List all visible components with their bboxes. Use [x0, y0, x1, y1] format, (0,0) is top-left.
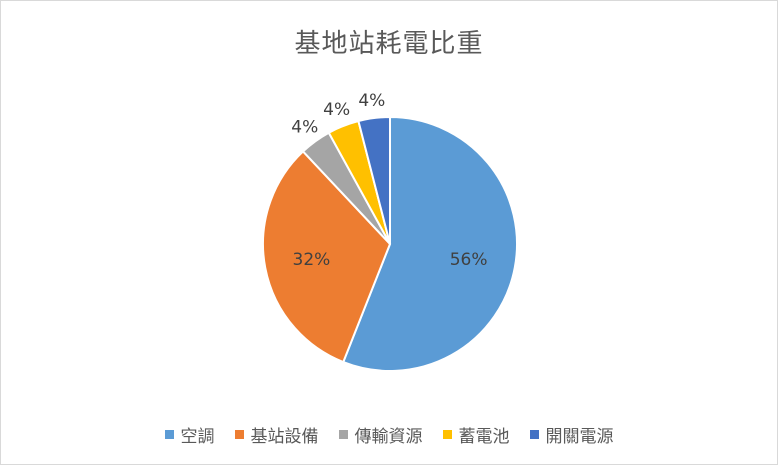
data-label-4: 4%: [323, 100, 350, 120]
legend-item-3: 傳輸資源: [338, 422, 423, 447]
data-label-2: 32%: [293, 250, 331, 270]
data-label-3: 4%: [291, 118, 318, 138]
legend-swatch-3: [338, 430, 348, 439]
legend-swatch-5: [529, 430, 539, 439]
legend-label-4: 蓄電池: [458, 427, 510, 447]
chart-title: 基地站耗電比重: [294, 29, 484, 59]
legend-swatch-4: [442, 430, 452, 439]
legend-label-5: 開關電源: [545, 427, 614, 447]
legend-item-5: 開關電源: [529, 422, 614, 447]
pie-slice-2: [262, 150, 392, 364]
pie-slice-1: [341, 115, 518, 372]
legend-item-4: 蓄電池: [442, 422, 510, 447]
legend: 空調 基站設備 傳輸資源 蓄電池 開關電源: [1, 422, 777, 447]
pie-slice-5: [357, 115, 391, 245]
legend-label-1: 空調: [180, 427, 215, 447]
legend-label-3: 傳輸資源: [354, 427, 423, 447]
legend-swatch-1: [164, 430, 174, 439]
legend-swatch-2: [234, 430, 244, 439]
data-label-5: 4%: [358, 91, 385, 111]
legend-item-2: 基站設備: [234, 422, 319, 447]
legend-item-1: 空調: [164, 422, 215, 447]
data-label-1: 56%: [450, 250, 488, 270]
legend-label-2: 基站設備: [250, 427, 319, 447]
